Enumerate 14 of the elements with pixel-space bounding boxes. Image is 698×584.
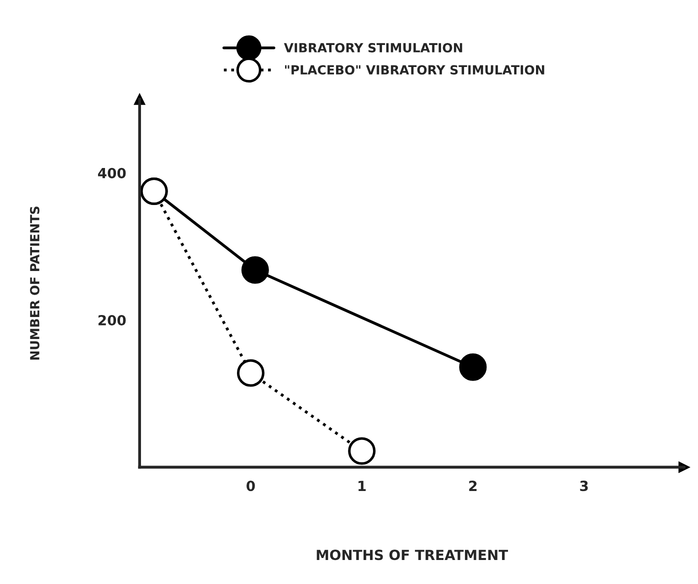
x-tick-label: 0 bbox=[246, 480, 255, 492]
y-tick-label: 400 bbox=[98, 168, 126, 178]
x-tick-label: 1 bbox=[358, 480, 366, 491]
x-axis-title: MONTHS OF TREATMENT bbox=[316, 550, 508, 560]
legend-label: "PLACEBO" VIBRATORY STIMULATION bbox=[285, 65, 544, 75]
point bbox=[459, 353, 487, 381]
y-tick-label: 200 bbox=[98, 315, 126, 326]
point bbox=[241, 256, 269, 284]
x-tick-label: 2 bbox=[469, 480, 477, 491]
point bbox=[236, 359, 264, 387]
point bbox=[348, 437, 376, 465]
y-axis-title: NUMBER OF PATIENTS bbox=[30, 206, 40, 360]
x-tick-label: 3 bbox=[580, 480, 588, 492]
legend-label: VIBRATORY STIMULATION bbox=[284, 43, 462, 52]
